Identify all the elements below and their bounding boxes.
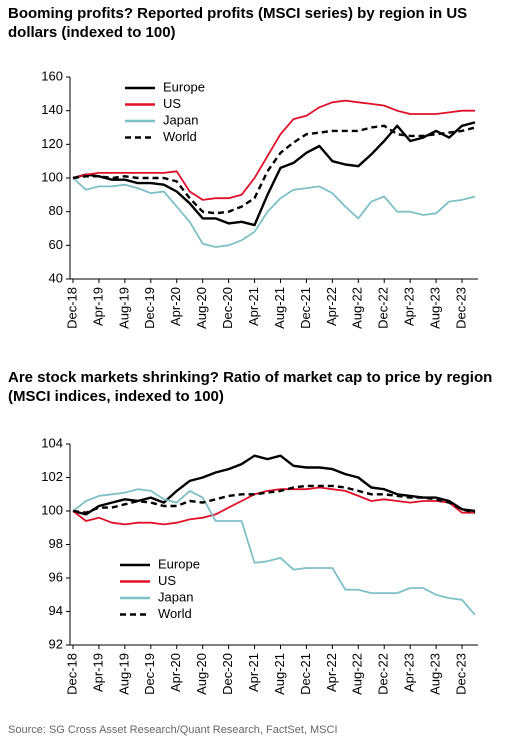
x-tick-label: Apr-23: [402, 287, 417, 326]
x-tick-label: Apr-19: [90, 653, 105, 692]
x-tick-label: Dec-19: [142, 287, 157, 329]
y-tick-label: 100: [41, 502, 63, 517]
y-tick-label: 100: [41, 169, 63, 184]
x-tick-label: Aug-20: [194, 653, 209, 695]
x-tick-label: Dec-22: [376, 287, 391, 329]
y-tick-label: 80: [49, 203, 63, 218]
x-tick-label: Aug-21: [272, 653, 287, 695]
y-tick-label: 98: [49, 536, 63, 551]
x-tick-label: Aug-22: [350, 287, 365, 329]
series-line: [72, 177, 476, 248]
series-line: [72, 454, 476, 516]
x-tick-label: Dec-21: [298, 653, 313, 695]
chart-title: Are stock markets shrinking? Ratio of ma…: [8, 369, 493, 405]
x-tick-label: Aug-19: [116, 287, 131, 329]
x-tick-label: Apr-22: [324, 287, 339, 326]
x-tick-label: Dec-20: [220, 287, 235, 329]
y-tick-label: 160: [41, 68, 63, 83]
x-tick-label: Apr-23: [402, 653, 417, 692]
series-line: [72, 99, 475, 201]
series-line: [72, 121, 476, 227]
x-tick-label: Aug-23: [428, 287, 443, 329]
series-line: [72, 124, 476, 215]
legend-label: Japan: [158, 589, 193, 604]
legend-label: World: [163, 129, 197, 144]
legend-label: Europe: [158, 556, 200, 571]
x-tick-label: Dec-20: [220, 653, 235, 695]
x-tick-label: Apr-19: [90, 287, 105, 326]
chart-title: Booming profits? Reported profits (MSCI …: [8, 5, 468, 41]
y-tick-label: 94: [49, 603, 63, 618]
chart: 40 60 80 100 120 140 160 Dec-18 Apr-19 Aug-19 Dec-…: [41, 68, 478, 329]
x-tick-label: Dec-18: [64, 653, 79, 695]
y-tick-label: 40: [49, 270, 63, 285]
y-tick-label: 120: [41, 136, 63, 151]
x-tick-label: Apr-22: [324, 653, 339, 692]
source-note: Source: SG Cross Asset Research/Quant Re…: [8, 724, 338, 736]
x-tick-label: Aug-20: [194, 287, 209, 329]
chart: 92 94 96 98 100 102 104 Dec-18 Apr-19 Aug-19 Dec-1…: [41, 435, 478, 695]
x-tick-label: Apr-20: [168, 653, 183, 692]
x-tick-label: Dec-23: [453, 653, 468, 695]
y-tick-label: 140: [41, 102, 63, 117]
legend-label: Japan: [163, 112, 198, 127]
y-tick-label: 104: [41, 435, 63, 450]
series-line: [72, 486, 475, 526]
series-line: [72, 488, 476, 616]
series-line: [72, 484, 476, 514]
y-tick-label: 102: [41, 469, 63, 484]
x-tick-label: Dec-23: [453, 287, 468, 329]
x-tick-label: Aug-19: [116, 653, 131, 695]
x-tick-label: Aug-21: [272, 287, 287, 329]
x-tick-label: Dec-19: [142, 653, 157, 695]
x-tick-label: Dec-22: [376, 653, 391, 695]
y-tick-label: 92: [49, 636, 63, 651]
y-tick-label: 60: [49, 237, 63, 252]
x-tick-label: Aug-22: [350, 653, 365, 695]
x-tick-label: Apr-20: [168, 287, 183, 326]
y-tick-label: 96: [49, 569, 63, 584]
x-tick-label: Apr-21: [246, 287, 261, 326]
legend-label: World: [158, 606, 192, 621]
legend-label: US: [163, 96, 181, 111]
legend-label: US: [158, 573, 176, 588]
x-tick-label: Dec-18: [64, 287, 79, 329]
x-tick-label: Aug-23: [428, 653, 443, 695]
x-tick-label: Apr-21: [246, 653, 261, 692]
x-tick-label: Dec-21: [298, 287, 313, 329]
legend-label: Europe: [163, 79, 205, 94]
